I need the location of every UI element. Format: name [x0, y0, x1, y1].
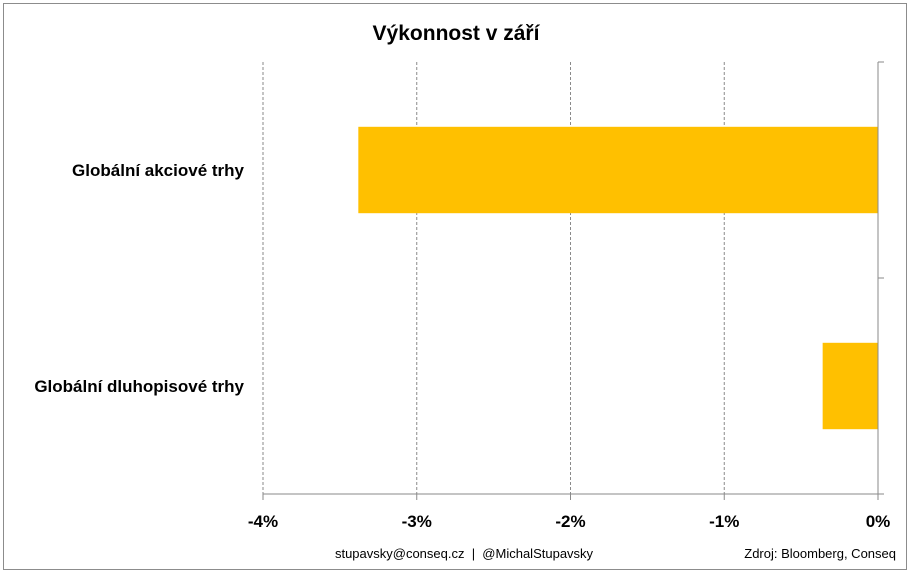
footer-contact: stupavsky@conseq.cz | @MichalStupavsky [335, 546, 594, 561]
footer-source: Zdroj: Bloomberg, Conseq [744, 546, 896, 561]
axis-layer [262, 61, 884, 500]
x-tick-label: -2% [555, 512, 585, 531]
label-layer: -4% -3% -2% -1% 0% Globální akciové trhy Globá… [34, 161, 890, 531]
x-tick-label: -3% [402, 512, 432, 531]
bar [358, 126, 878, 214]
x-tick-label: -1% [709, 512, 739, 531]
bar [822, 342, 878, 430]
category-label: Globální akciové trhy [72, 161, 244, 180]
category-label: Globální dluhopisové trhy [34, 377, 244, 396]
x-tick-label: -4% [248, 512, 278, 531]
chart-title: Výkonnost v září [373, 22, 541, 45]
bar-layer [358, 126, 878, 430]
x-tick-label: 0% [866, 512, 891, 531]
chart-frame [3, 3, 907, 570]
